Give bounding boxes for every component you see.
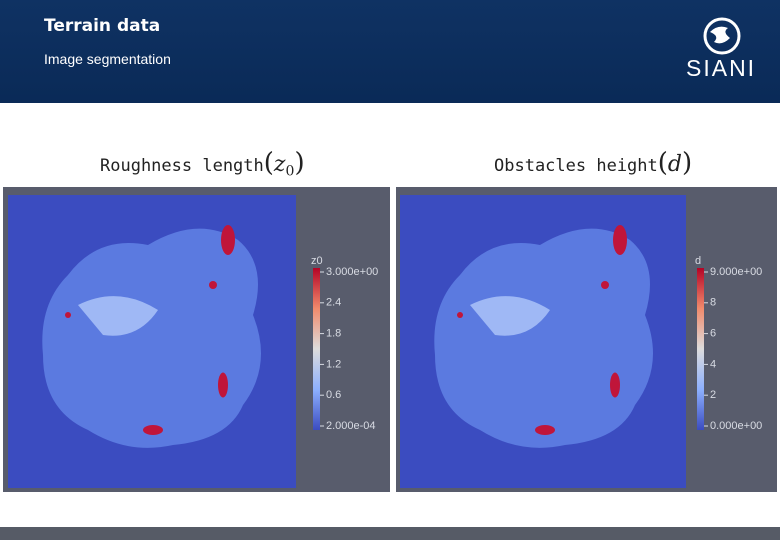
urban-area <box>535 425 555 435</box>
urban-area <box>209 281 217 289</box>
colorbar-label: 1.8 <box>326 328 341 340</box>
caption-label: Roughness length <box>100 156 264 176</box>
island-lowland <box>470 296 550 336</box>
colorbar-label: 6 <box>710 328 716 340</box>
urban-area <box>613 225 627 255</box>
urban-area <box>65 312 71 318</box>
colorbar-label: 3.000e+00 <box>326 266 378 278</box>
logo-icon <box>703 17 741 55</box>
symbol: z <box>273 152 286 177</box>
caption-label: Obstacles height <box>494 156 658 176</box>
colorbar <box>697 268 704 430</box>
urban-area <box>143 425 163 435</box>
colorbar-label: 8 <box>710 297 716 309</box>
colorbar-label: 0.000e+00 <box>710 420 762 432</box>
colorbar-label: 9.000e+00 <box>710 266 762 278</box>
island <box>434 228 653 448</box>
caption: Obstacles height(d) <box>494 148 693 178</box>
subscript: 0 <box>285 163 295 180</box>
urban-area <box>601 281 609 289</box>
maps: z03.000e+00 2.4 1.8 1.2 0.6 2.000e-04 d 9.000e+… <box>3 187 777 492</box>
colorbar-label: 0.6 <box>326 389 341 401</box>
colorbar-title: z0 <box>311 255 323 267</box>
colorbar <box>313 268 320 430</box>
urban-area <box>610 372 620 398</box>
urban-area <box>221 225 235 255</box>
colorbar-label: 4 <box>710 358 716 370</box>
colorbar-title: d <box>695 255 701 267</box>
colorbar-label: 2.4 <box>326 297 341 309</box>
island <box>42 228 262 448</box>
urban-area <box>457 312 463 318</box>
title: Terrain data <box>44 16 161 36</box>
caption: Roughness length(z0) <box>100 148 305 180</box>
footer <box>0 527 780 540</box>
colorbar-label: 1.2 <box>326 358 341 370</box>
subtitle: Image segmentation <box>44 51 171 67</box>
header: Terrain data Image segmentation SIANI <box>0 0 780 103</box>
island-lowland <box>78 296 158 336</box>
urban-area <box>218 372 228 398</box>
logo: SIANI <box>686 55 757 81</box>
symbol: d <box>667 152 683 177</box>
colorbar-label: 2.000e-04 <box>326 420 376 432</box>
colorbar-label: 2 <box>710 389 716 401</box>
